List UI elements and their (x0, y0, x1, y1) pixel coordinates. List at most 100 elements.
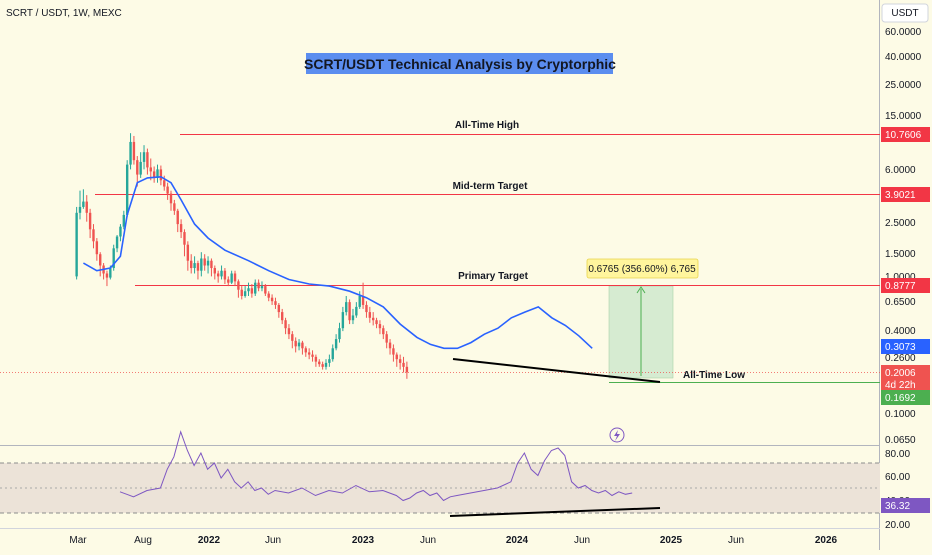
candle (119, 224, 122, 242)
candle-body (85, 201, 88, 213)
candle-body (92, 229, 95, 242)
candle (378, 320, 382, 335)
candle (281, 308, 284, 325)
candle-body (338, 328, 341, 340)
candle (257, 279, 260, 292)
x-tick-label: Jun (265, 535, 281, 546)
last-price-tag-label: 0.2006 (885, 368, 916, 379)
candle (82, 189, 85, 209)
candle-body (149, 167, 152, 172)
candle-body (125, 164, 129, 215)
currency-button[interactable] (881, 3, 929, 23)
flash-icon[interactable] (609, 427, 625, 443)
candle-body (392, 348, 395, 355)
candle-body (314, 356, 318, 362)
candle-body (159, 169, 163, 181)
candle (328, 354, 331, 367)
candle-body (284, 320, 287, 329)
candle-body (331, 348, 334, 360)
candle (321, 361, 324, 370)
symbol-header[interactable]: SCRT / USDT, 1W, MEXC (6, 8, 122, 19)
primary-target-price-tag (881, 278, 930, 293)
candle-body (361, 296, 365, 305)
candle-body (190, 260, 193, 269)
y-tick-label: 0.2600 (885, 353, 916, 364)
currency-button-label[interactable]: USDT (891, 8, 918, 19)
candle-body (334, 339, 338, 349)
candle-body (88, 212, 92, 230)
candle-body (260, 286, 264, 289)
rsi-line (119, 430, 633, 502)
candle-body (355, 306, 358, 316)
y-tick-label: 1.5000 (885, 249, 916, 260)
candle (365, 301, 368, 318)
countdown-label: 4d 22h (885, 380, 916, 391)
candle-body (203, 258, 206, 266)
candle (398, 354, 402, 370)
candle (169, 190, 173, 211)
candle-body (267, 293, 270, 298)
x-tick-label: 2022 (198, 535, 221, 546)
candle (156, 164, 159, 183)
candle-body (139, 161, 142, 175)
candle (345, 296, 348, 316)
candle-body (109, 268, 112, 278)
primary-target-label: Primary Target (458, 271, 529, 282)
rsi-value-tag-label: 36.32 (885, 501, 910, 512)
candle (318, 359, 321, 367)
candle (277, 303, 281, 318)
candle (210, 258, 213, 277)
candle (254, 279, 257, 297)
candle (358, 291, 361, 309)
candle-body (75, 212, 78, 277)
candle (129, 133, 132, 170)
y-tick-label: 0.1000 (885, 409, 916, 420)
candle (125, 160, 129, 218)
candle-body (237, 281, 240, 290)
candle (190, 254, 193, 274)
candle-body (206, 260, 210, 266)
candle-body (388, 342, 392, 349)
candle (223, 268, 227, 285)
price-support-trendline[interactable] (452, 358, 661, 383)
candle (324, 359, 328, 370)
rsi-tick-label: 20.00 (885, 520, 910, 531)
candle-body (142, 152, 146, 162)
candle (368, 306, 372, 323)
candle-body (156, 169, 159, 178)
y-tick-label: 6.0000 (885, 165, 916, 176)
candle (179, 219, 183, 239)
candle (227, 276, 230, 287)
candle-body (136, 160, 139, 175)
candle (314, 354, 318, 367)
candle (331, 344, 334, 362)
candle (284, 317, 287, 335)
candle-body (132, 141, 136, 161)
candles (75, 133, 409, 379)
candle (213, 265, 216, 280)
rsi-support-trendline[interactable] (449, 507, 661, 517)
candle (183, 229, 186, 257)
candle-body (358, 296, 361, 307)
candle-body (257, 282, 260, 289)
candle (233, 270, 237, 287)
candle (220, 265, 223, 280)
candle-body (146, 152, 149, 168)
ath-price-tag (881, 127, 930, 142)
candle-body (307, 352, 311, 355)
candle-body (311, 354, 314, 357)
candle (99, 252, 102, 277)
candle (115, 234, 119, 253)
candle (159, 165, 163, 186)
candle (139, 152, 142, 178)
candle (196, 260, 200, 280)
candle (173, 199, 176, 215)
candle (146, 148, 149, 175)
price-axis-background (880, 0, 932, 550)
candle (355, 302, 358, 318)
candle (142, 145, 146, 170)
candle (371, 312, 375, 326)
candle (392, 344, 395, 362)
candle-body (385, 334, 388, 343)
y-tick-label: 40.0000 (885, 52, 922, 63)
